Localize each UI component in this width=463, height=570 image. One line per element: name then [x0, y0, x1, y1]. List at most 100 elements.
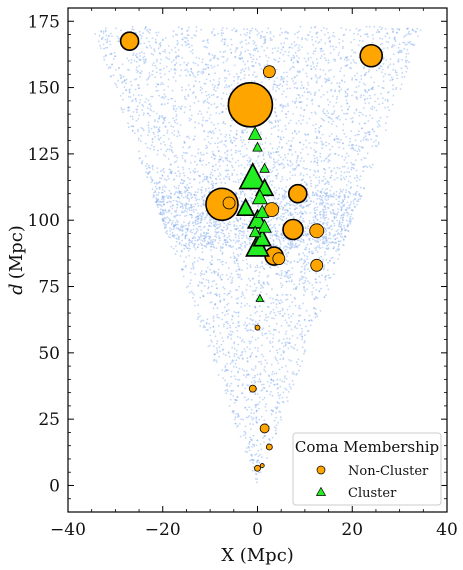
galaxy-point [319, 217, 322, 219]
galaxy-point [230, 375, 233, 378]
galaxy-point [175, 62, 178, 64]
galaxy-point [308, 238, 310, 241]
galaxy-point [151, 70, 154, 72]
galaxy-point [172, 105, 175, 108]
galaxy-point [271, 180, 274, 183]
galaxy-point [301, 336, 304, 338]
galaxy-point [340, 170, 343, 173]
galaxy-point [305, 277, 307, 280]
galaxy-point [354, 51, 357, 54]
galaxy-point [276, 294, 279, 296]
galaxy-point [200, 191, 203, 194]
galaxy-point [201, 125, 204, 127]
galaxy-point [358, 122, 361, 125]
galaxy-point [243, 70, 246, 73]
galaxy-point [318, 275, 321, 278]
galaxy-point [318, 197, 321, 200]
galaxy-point [363, 157, 365, 159]
galaxy-point [359, 195, 362, 198]
galaxy-point [303, 201, 305, 204]
galaxy-point [179, 64, 182, 66]
galaxy-point [338, 42, 341, 44]
galaxy-point [373, 106, 376, 109]
galaxy-point [193, 257, 196, 259]
galaxy-point [251, 193, 254, 196]
galaxy-point [303, 286, 305, 288]
galaxy-point [193, 205, 196, 208]
galaxy-point [245, 39, 248, 42]
galaxy-point [298, 244, 301, 246]
galaxy-point [280, 269, 283, 272]
galaxy-point [318, 256, 321, 259]
galaxy-point [240, 69, 243, 72]
galaxy-point [252, 330, 255, 332]
galaxy-point [358, 150, 361, 152]
galaxy-point [341, 79, 343, 81]
galaxy-point [185, 202, 188, 205]
galaxy-point [226, 157, 229, 159]
galaxy-point [222, 56, 225, 58]
galaxy-point [341, 80, 343, 82]
galaxy-point [299, 174, 302, 176]
galaxy-point [368, 25, 371, 28]
galaxy-point [208, 161, 210, 164]
galaxy-point [408, 42, 411, 44]
galaxy-point [321, 238, 324, 241]
galaxy-point [264, 41, 266, 44]
galaxy-point [156, 183, 158, 185]
galaxy-point [279, 180, 282, 183]
galaxy-point [122, 98, 124, 101]
galaxy-point [405, 53, 408, 55]
galaxy-point [303, 272, 306, 274]
galaxy-point [212, 28, 215, 30]
galaxy-point [398, 29, 401, 31]
galaxy-point [137, 139, 140, 142]
galaxy-point [140, 37, 143, 40]
galaxy-point [149, 74, 151, 77]
galaxy-point [238, 237, 240, 240]
galaxy-point [160, 82, 163, 84]
galaxy-point [217, 268, 220, 271]
galaxy-point [224, 152, 226, 154]
galaxy-point [282, 338, 285, 340]
galaxy-point [281, 219, 284, 221]
galaxy-point [225, 77, 228, 80]
galaxy-point [219, 174, 222, 176]
galaxy-point [225, 354, 227, 357]
galaxy-point [161, 211, 164, 214]
galaxy-point [163, 73, 166, 76]
galaxy-point [187, 203, 190, 206]
galaxy-point [146, 146, 149, 149]
galaxy-point [234, 362, 237, 365]
galaxy-point [250, 416, 253, 419]
galaxy-point [255, 403, 258, 406]
galaxy-point [304, 279, 307, 282]
galaxy-point [248, 52, 251, 55]
galaxy-point [323, 265, 325, 268]
galaxy-point [285, 293, 287, 296]
galaxy-point [228, 176, 231, 178]
galaxy-point [289, 385, 291, 388]
galaxy-point [212, 317, 215, 320]
galaxy-point [177, 170, 180, 173]
galaxy-point [254, 392, 257, 394]
galaxy-point [123, 80, 126, 83]
galaxy-point [346, 94, 349, 97]
galaxy-point [211, 66, 214, 69]
galaxy-point [174, 68, 176, 70]
galaxy-point [252, 54, 255, 57]
galaxy-point [287, 324, 290, 327]
galaxy-point [219, 225, 222, 228]
galaxy-point [303, 267, 306, 269]
galaxy-point [125, 82, 127, 85]
galaxy-point [248, 442, 251, 445]
galaxy-point [246, 346, 249, 348]
galaxy-point [144, 155, 147, 158]
galaxy-point [284, 249, 286, 252]
galaxy-point [356, 184, 359, 187]
galaxy-point [175, 237, 178, 240]
galaxy-point [110, 52, 113, 55]
galaxy-point [333, 192, 335, 195]
galaxy-point [189, 271, 192, 274]
galaxy-point [101, 38, 103, 41]
